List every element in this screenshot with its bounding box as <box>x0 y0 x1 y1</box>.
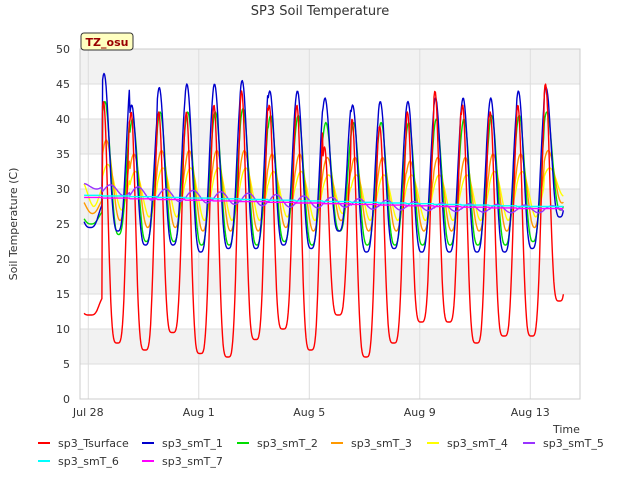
plot-frame <box>79 48 581 400</box>
series-line-sp3_Tsurface <box>83 83 565 358</box>
x-axis-label: Time <box>552 423 580 436</box>
y-tick-label: 10 <box>56 323 70 336</box>
y-axis-ticks: 0 5 10 15 20 25 30 35 40 45 50 <box>56 43 70 406</box>
y-tick-label: 50 <box>56 43 70 56</box>
tz-badge: TZ_osu <box>80 32 134 51</box>
y-tick-label: 40 <box>56 113 70 126</box>
grid-band <box>80 49 580 84</box>
legend-label: sp3_smT_1 <box>162 437 223 450</box>
legend-label: sp3_smT_6 <box>58 455 119 468</box>
y-tick-label: 25 <box>56 218 70 231</box>
y-tick-label: 5 <box>63 358 70 371</box>
legend-label: sp3_smT_4 <box>447 437 508 450</box>
tz-badge-box <box>80 32 134 51</box>
x-tick-label: Jul 28 <box>72 406 104 419</box>
x-tick-label: Aug 1 <box>183 406 215 419</box>
x-tick-label: Aug 9 <box>404 406 436 419</box>
y-tick-label: 30 <box>56 183 70 196</box>
y-tick-label: 15 <box>56 288 70 301</box>
y-axis-label: Soil Temperature (C) <box>7 168 20 281</box>
y-tick-label: 45 <box>56 78 70 91</box>
x-tick-label: Aug 13 <box>511 406 550 419</box>
series-layer <box>83 72 565 358</box>
x-tick-label: Aug 5 <box>293 406 325 419</box>
x-axis-ticks: Jul 28 Aug 1 Aug 5 Aug 9 Aug 13 <box>72 406 550 419</box>
chart-title: SP3 Soil Temperature <box>251 4 389 19</box>
y-tick-label: 0 <box>63 393 70 406</box>
legend-label: sp3_smT_5 <box>543 437 604 450</box>
tz-badge-label: TZ_osu <box>86 36 129 49</box>
legend: sp3_Tsurface sp3_smT_1 sp3_smT_2 sp3_smT_3 s… <box>38 437 604 468</box>
y-tick-label: 35 <box>56 148 70 161</box>
legend-label: sp3_smT_7 <box>162 455 223 468</box>
series-line-sp3_smT_7 <box>84 196 564 210</box>
legend-label: sp3_Tsurface <box>58 437 129 450</box>
grid-band <box>80 329 580 364</box>
series-line-sp3_smT_6 <box>84 194 564 208</box>
y-tick-label: 20 <box>56 253 70 266</box>
legend-label: sp3_smT_3 <box>351 437 412 450</box>
legend-label: sp3_smT_2 <box>257 437 318 450</box>
